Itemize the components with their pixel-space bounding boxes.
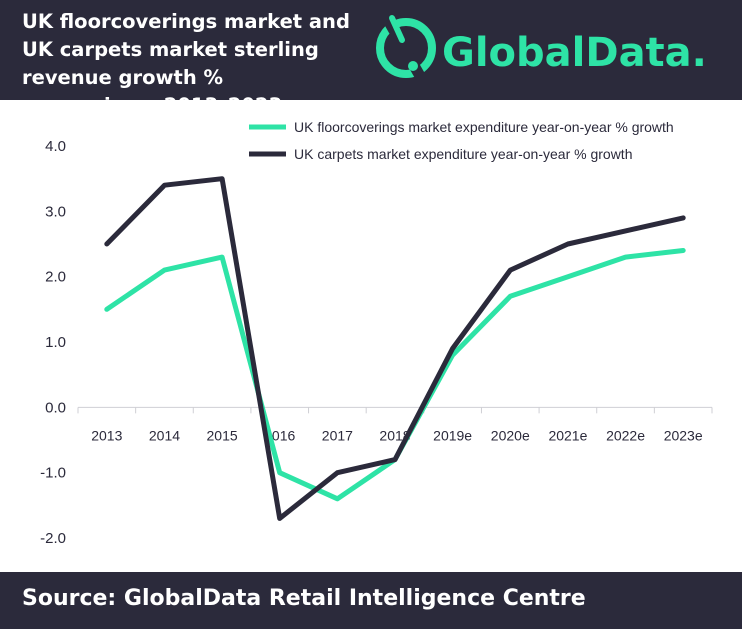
y-tick-label: 2.0 bbox=[45, 269, 66, 286]
x-tick-label: 2020e bbox=[491, 427, 530, 443]
x-tick-label: 2017 bbox=[322, 427, 353, 443]
x-tick-label: 2021e bbox=[548, 427, 587, 443]
legend: UK floorcoverings market expenditure yea… bbox=[249, 119, 674, 162]
x-tick-label: 2022e bbox=[606, 427, 645, 443]
y-tick-label: 3.0 bbox=[45, 203, 66, 220]
series-line-2 bbox=[104, 176, 686, 521]
legend-label-2: UK carpets market expenditure year-on-ye… bbox=[294, 146, 632, 162]
y-tick-label: -1.0 bbox=[40, 465, 66, 482]
x-tick-label: 2015 bbox=[207, 427, 238, 443]
series-layer bbox=[104, 176, 686, 521]
globaldata-logo: GlobalData. bbox=[376, 15, 707, 79]
chart-title: UK floorcoverings market and UK carpets … bbox=[22, 10, 350, 117]
footer: Source: GlobalData Retail Intelligence C… bbox=[0, 572, 742, 629]
x-tick-label: 2013 bbox=[91, 427, 122, 443]
y-tick-label: -2.0 bbox=[40, 530, 66, 547]
source-note: Source: GlobalData Retail Intelligence C… bbox=[22, 586, 586, 611]
x-tick-label: 2014 bbox=[149, 427, 180, 443]
logo-mark-icon bbox=[376, 15, 436, 79]
y-tick-label: 0.0 bbox=[45, 399, 66, 416]
y-tick-label: 1.0 bbox=[45, 334, 66, 351]
x-tick-label: 2019e bbox=[433, 427, 472, 443]
header: UK floorcoverings market and UK carpets … bbox=[0, 0, 742, 117]
y-tick-label: 4.0 bbox=[45, 138, 66, 155]
x-tick-label: 2023e bbox=[664, 427, 703, 443]
line-chart: 4.03.02.01.00.0-1.0-2.0 2013 2014 2015 2016… bbox=[40, 119, 713, 547]
logo-wordmark: GlobalData. bbox=[442, 30, 707, 76]
legend-label-1: UK floorcoverings market expenditure yea… bbox=[294, 119, 674, 135]
y-axis: 4.0 3.0 2.0 1.0 0.0 -1.0 -2.0 bbox=[40, 138, 66, 547]
x-axis: 2013 2014 2015 2016 2017 2018 2019e 2020e 2021e 2… bbox=[77, 406, 713, 443]
